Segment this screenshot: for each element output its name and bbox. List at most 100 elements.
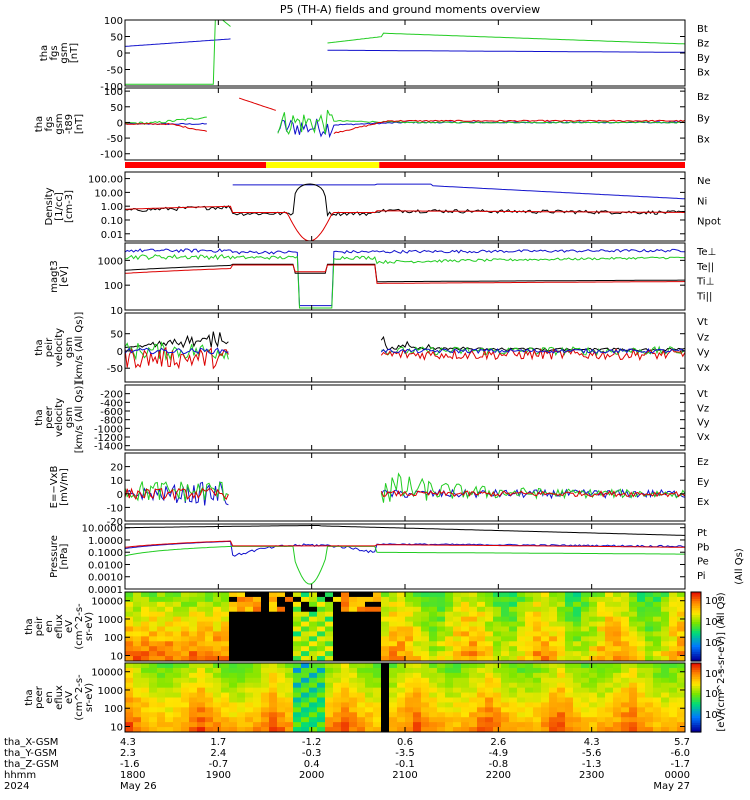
heat-cell: [485, 601, 494, 608]
heat-cell: [453, 592, 462, 598]
heat-cell: [149, 707, 158, 713]
heat-cell: [629, 663, 638, 669]
colorbar-1: [690, 662, 702, 733]
colorbar-cell: [691, 619, 701, 623]
heat-cell: [245, 606, 254, 613]
heat-cell: [301, 692, 310, 699]
heat-cell: [141, 601, 150, 608]
heat-cell: [597, 677, 606, 684]
heat-cell: [397, 646, 406, 652]
heat-cell: [269, 626, 278, 633]
heat-cell: [237, 626, 246, 633]
heat-cell: [565, 651, 574, 657]
heat-cell: [237, 606, 246, 613]
heat-cell: [181, 727, 190, 732]
heat-cell: [661, 702, 670, 708]
heat-cell: [253, 636, 262, 642]
heat-cell: [221, 677, 230, 684]
heat-cell: [149, 712, 158, 718]
heat-cell: [677, 692, 685, 699]
heat-cell: [301, 707, 310, 713]
heat-cell: [525, 621, 534, 628]
heat-cell: [485, 592, 494, 598]
heat-cell: [493, 697, 502, 704]
heat-cell: [333, 611, 342, 618]
heat-cell: [189, 621, 198, 628]
heat-cell: [189, 626, 198, 633]
heat-cell: [413, 707, 422, 713]
heat-cell: [461, 727, 470, 732]
heat-cell: [325, 636, 334, 642]
heat-cell: [477, 616, 486, 623]
heat-cell: [661, 682, 670, 689]
heat-cell: [341, 631, 350, 637]
heat-cell: [333, 707, 342, 713]
heat-cell: [413, 631, 422, 637]
heat-cell: [461, 646, 470, 652]
heat-cell: [277, 641, 286, 647]
heat-cell: [397, 712, 406, 718]
heat-cell: [581, 717, 590, 723]
heat-cell: [333, 626, 342, 633]
heat-cell: [621, 651, 630, 657]
heat-cell: [245, 677, 254, 684]
heat-cell: [325, 687, 334, 694]
heat-cell: [373, 636, 382, 642]
heat-cell: [157, 631, 166, 637]
heat-cell: [493, 636, 502, 642]
colorbar-cell: [691, 663, 701, 666]
heat-cell: [269, 672, 278, 679]
heat-cell: [221, 611, 230, 618]
heat-cell: [181, 596, 190, 603]
heat-cell: [557, 651, 566, 657]
heat-cell: [341, 692, 350, 699]
heat-cell: [469, 687, 478, 694]
y-tick-label: -50: [107, 134, 123, 145]
legend-Vt: Vt: [697, 389, 708, 400]
heat-cell: [157, 717, 166, 723]
y-tick-label: 1.00: [101, 202, 123, 213]
heat-cell: [461, 687, 470, 694]
heat-cell: [549, 722, 558, 728]
heat-cell: [661, 656, 670, 661]
heat-cell: [389, 722, 398, 728]
heat-cell: [605, 651, 614, 657]
heat-cell: [485, 606, 494, 613]
heat-cell: [501, 672, 510, 679]
heat-cell: [349, 631, 358, 637]
heat-cell: [637, 702, 646, 708]
heat-cell: [133, 621, 142, 628]
y-axis-label: eflux: [54, 614, 65, 639]
heat-cell: [533, 616, 542, 623]
heat-cell: [509, 672, 518, 679]
heat-cell: [181, 626, 190, 633]
heat-cell: [565, 682, 574, 689]
heat-cell: [477, 656, 486, 661]
heat-cell: [205, 672, 214, 679]
heat-cell: [189, 596, 198, 603]
colorbar-cell: [691, 635, 701, 639]
heat-cell: [445, 692, 454, 699]
heat-cell: [621, 646, 630, 652]
heat-cell: [213, 687, 222, 694]
heat-cell: [645, 611, 654, 618]
y-axis-label: peer: [34, 685, 45, 709]
heat-cell: [437, 606, 446, 613]
heat-cell: [181, 672, 190, 679]
colorbar-cell: [691, 615, 701, 618]
heat-cell: [533, 626, 542, 633]
heat-cell: [285, 616, 294, 623]
heat-cell: [557, 692, 566, 699]
heat-cell: [253, 626, 262, 633]
heat-cell: [389, 616, 398, 623]
heat-cell: [589, 636, 598, 642]
heat-cell: [149, 682, 158, 689]
heat-cell: [125, 656, 134, 661]
heat-cell: [341, 722, 350, 728]
heat-cell: [317, 616, 326, 623]
heat-cell: [525, 611, 534, 618]
heat-cell: [413, 672, 422, 679]
heat-cell: [277, 636, 286, 642]
heat-cell: [149, 626, 158, 633]
heat-cell: [173, 592, 182, 598]
